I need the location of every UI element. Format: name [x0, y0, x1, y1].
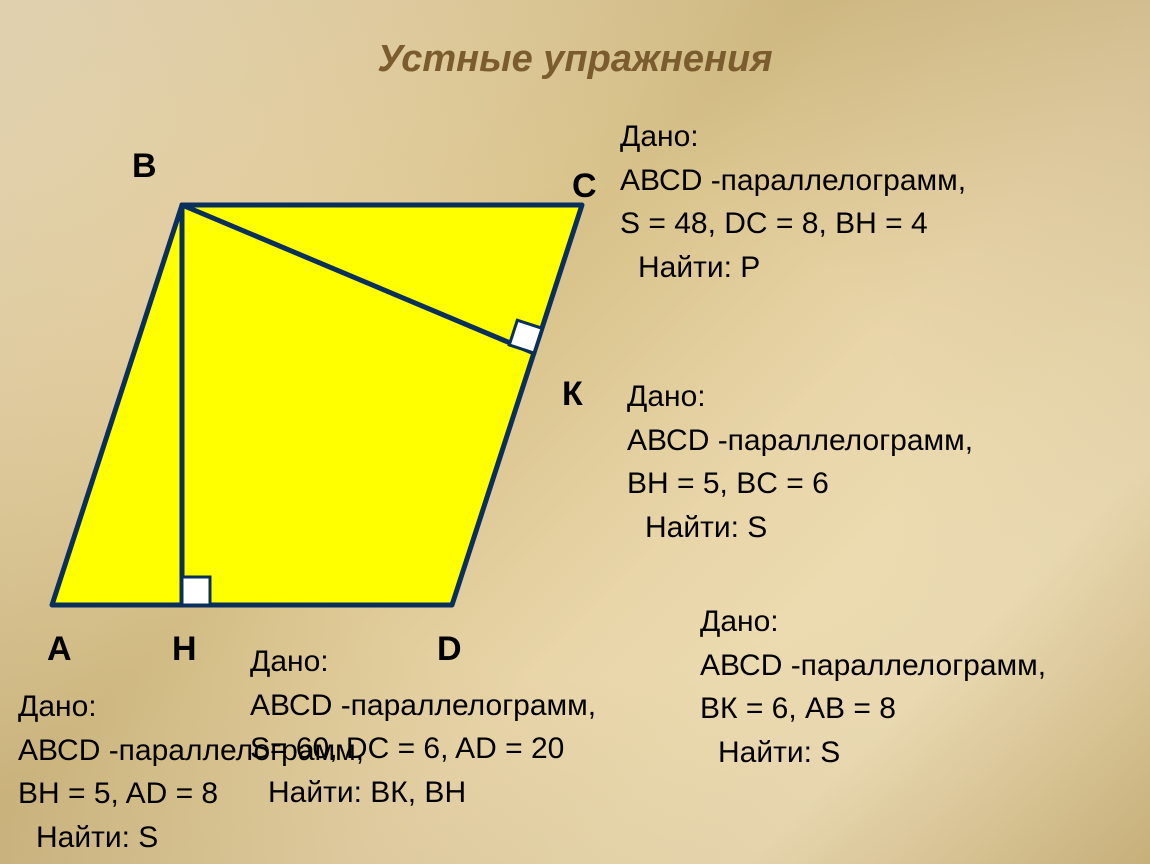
parallelogram-diagram: A B C D H К: [22, 165, 622, 655]
find-line: Найти: S: [18, 816, 364, 860]
find-line: Найти: S: [627, 506, 973, 550]
problem-3: Дано: АВСD -параллелограмм, ВК = 6, АВ =…: [700, 600, 1046, 774]
vertex-k-label: К: [562, 375, 583, 414]
given-line: АВСD -параллелограмм,: [620, 159, 966, 203]
problem-5: Дано: АВСD -параллелограмм, BH = 5, AD =…: [18, 685, 364, 859]
given-line: BH = 5, AD = 8: [18, 772, 364, 816]
problem-1: Дано: АВСD -параллелограмм, S = 48, DC =…: [620, 115, 966, 289]
find-line: Найти: P: [620, 246, 966, 290]
given-label: Дано:: [620, 115, 966, 159]
page-title: Устные упражнения: [0, 38, 1150, 81]
given-label: Дано:: [627, 375, 973, 419]
vertex-a-label: A: [47, 630, 72, 669]
vertex-b-label: B: [132, 147, 157, 186]
problem-2: Дано: АВСD -параллелограмм, BH = 5, BC =…: [627, 375, 973, 549]
given-label: Дано:: [700, 600, 1046, 644]
find-line: Найти: S: [700, 731, 1046, 775]
vertex-c-label: C: [572, 167, 597, 206]
given-line: S = 48, DC = 8, BH = 4: [620, 202, 966, 246]
given-line: АВСD -параллелограмм,: [700, 644, 1046, 688]
given-label: Дано:: [250, 640, 596, 684]
given-label: Дано:: [18, 685, 364, 729]
given-line: ВК = 6, АВ = 8: [700, 687, 1046, 731]
given-line: АВСD -параллелограмм,: [18, 729, 364, 773]
given-line: BH = 5, BC = 6: [627, 462, 973, 506]
given-line: АВСD -параллелограмм,: [627, 419, 973, 463]
vertex-h-label: H: [172, 630, 197, 669]
